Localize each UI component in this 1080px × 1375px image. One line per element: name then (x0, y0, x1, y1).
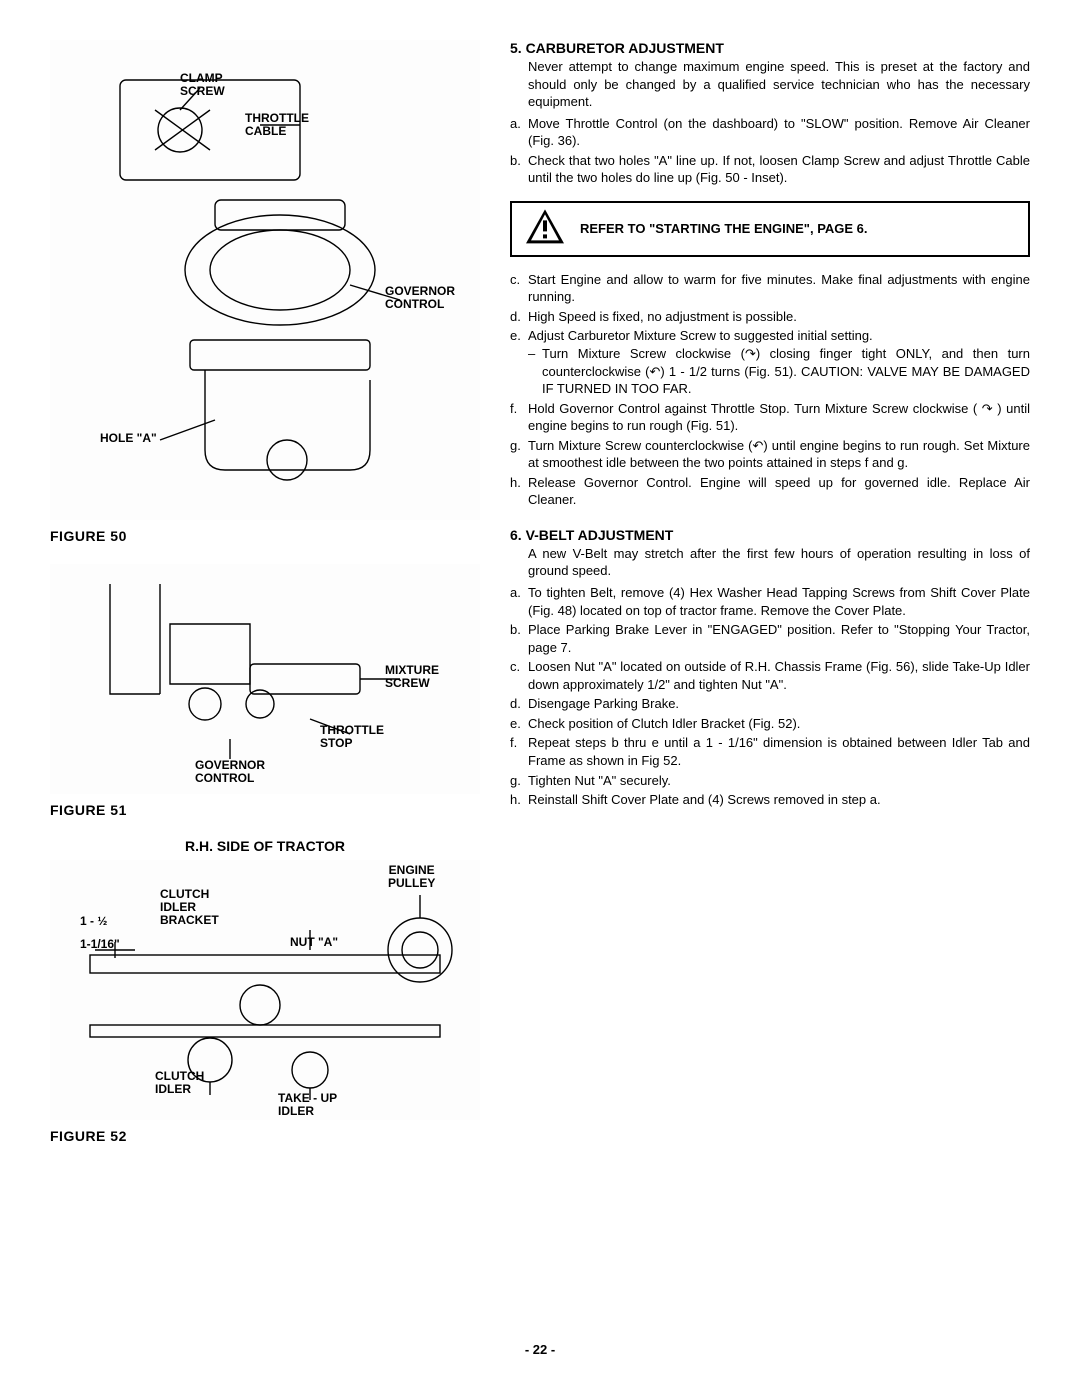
label-hole-a: HOLE "A" (100, 432, 157, 445)
section5-d: d.High Speed is fixed, no adjustment is … (528, 308, 1030, 326)
figure-50: CLAMP SCREW THROTTLE CABLE GOVERNOR CONT… (50, 40, 480, 544)
section6-f-text: Repeat steps b thru e until a 1 - 1/16" … (528, 735, 1030, 768)
label-clutch-idler: CLUTCH IDLER (155, 1070, 204, 1096)
section5-c: c.Start Engine and allow to warm for fiv… (528, 271, 1030, 306)
figure-50-diagram: CLAMP SCREW THROTTLE CABLE GOVERNOR CONT… (50, 40, 480, 520)
section6-c-text: Loosen Nut "A" located on outside of R.H… (528, 659, 1030, 692)
section6-d: d.Disengage Parking Brake. (528, 695, 1030, 713)
section5-title: 5. CARBURETOR ADJUSTMENT (510, 40, 1030, 56)
figure-52: ENGINE PULLEY CLUTCH IDLER BRACKET 1 - ½… (50, 860, 480, 1144)
section6-g: g.Tighten Nut "A" securely. (528, 772, 1030, 790)
section5-e-text: Adjust Carburetor Mixture Screw to sugge… (528, 328, 873, 343)
section6-b-text: Place Parking Brake Lever in "ENGAGED" p… (528, 622, 1030, 655)
figure-52-diagram: ENGINE PULLEY CLUTCH IDLER BRACKET 1 - ½… (50, 860, 480, 1120)
page-number: - 22 - (525, 1342, 555, 1357)
label-nut-a: NUT "A" (290, 936, 338, 949)
section6-h-text: Reinstall Shift Cover Plate and (4) Scre… (528, 792, 881, 807)
section6-e: e.Check position of Clutch Idler Bracket… (528, 715, 1030, 733)
rh-side-title: R.H. SIDE OF TRACTOR (50, 838, 480, 854)
figure-51-caption: FIGURE 51 (50, 802, 480, 818)
section6-e-text: Check position of Clutch Idler Bracket (… (528, 716, 800, 731)
section6-title: 6. V-BELT ADJUSTMENT (510, 527, 1030, 543)
section5-e-sub: Turn Mixture Screw clockwise (↷) closing… (542, 345, 1030, 398)
label-throttle-cable: THROTTLE CABLE (245, 112, 309, 138)
section5-d-text: High Speed is fixed, no adjustment is po… (528, 309, 797, 324)
section5-h: h.Release Governor Control. Engine will … (528, 474, 1030, 509)
section5-f-text: Hold Governor Control against Throttle S… (528, 401, 1030, 434)
section5-h-text: Release Governor Control. Engine will sp… (528, 475, 1030, 508)
section6-a: a.To tighten Belt, remove (4) Hex Washer… (528, 584, 1030, 619)
warning-icon (524, 207, 566, 250)
section6-b: b.Place Parking Brake Lever in "ENGAGED"… (528, 621, 1030, 656)
section5-f: f.Hold Governor Control against Throttle… (528, 400, 1030, 435)
label-throttle-stop: THROTTLE STOP (320, 724, 384, 750)
section6: 6. V-BELT ADJUSTMENT A new V-Belt may st… (510, 527, 1030, 809)
section6-g-text: Tighten Nut "A" securely. (528, 773, 671, 788)
section5-list-c-h: c.Start Engine and allow to warm for fiv… (510, 271, 1030, 509)
section6-intro: A new V-Belt may stretch after the first… (510, 545, 1030, 580)
section5-b-text: Check that two holes "A" line up. If not… (528, 153, 1030, 186)
right-column: 5. CARBURETOR ADJUSTMENT Never attempt t… (510, 40, 1030, 1164)
section6-h: h.Reinstall Shift Cover Plate and (4) Sc… (528, 791, 1030, 809)
section5-c-text: Start Engine and allow to warm for five … (528, 272, 1030, 305)
label-dim-left: 1 - ½ (80, 915, 107, 928)
callout-text: REFER TO "STARTING THE ENGINE", PAGE 6. (580, 220, 868, 238)
label-takeup-idler: TAKE - UP IDLER (278, 1092, 337, 1118)
section5-g: g.Turn Mixture Screw counterclockwise (↶… (528, 437, 1030, 472)
callout-box: REFER TO "STARTING THE ENGINE", PAGE 6. (510, 201, 1030, 257)
section5-b: b.Check that two holes "A" line up. If n… (528, 152, 1030, 187)
figure-51-diagram: MIXTURE SCREW THROTTLE STOP GOVERNOR CON… (50, 564, 480, 794)
section6-list: a.To tighten Belt, remove (4) Hex Washer… (510, 584, 1030, 809)
section5-a-text: Move Throttle Control (on the dashboard)… (528, 116, 1030, 149)
label-governor-control-51: GOVERNOR CONTROL (195, 759, 265, 785)
section5-e: e.Adjust Carburetor Mixture Screw to sug… (528, 327, 1030, 397)
figure-51: MIXTURE SCREW THROTTLE STOP GOVERNOR CON… (50, 564, 480, 818)
label-clamp-screw: CLAMP SCREW (180, 72, 225, 98)
section6-a-text: To tighten Belt, remove (4) Hex Washer H… (528, 585, 1030, 618)
section5-e-sublist: Turn Mixture Screw clockwise (↷) closing… (528, 345, 1030, 398)
section5-a: a.Move Throttle Control (on the dashboar… (528, 115, 1030, 150)
label-governor-control: GOVERNOR CONTROL (385, 285, 455, 311)
left-column: CLAMP SCREW THROTTLE CABLE GOVERNOR CONT… (50, 40, 480, 1164)
manual-page: CLAMP SCREW THROTTLE CABLE GOVERNOR CONT… (50, 40, 1030, 1164)
section5-list-ab: a.Move Throttle Control (on the dashboar… (510, 115, 1030, 187)
section6-f: f.Repeat steps b thru e until a 1 - 1/16… (528, 734, 1030, 769)
section6-d-text: Disengage Parking Brake. (528, 696, 679, 711)
label-dim-1116: 1-1/16" (80, 938, 120, 951)
label-mixture-screw: MIXTURE SCREW (385, 664, 439, 690)
section5-intro: Never attempt to change maximum engine s… (510, 58, 1030, 111)
section5-g-text: Turn Mixture Screw counterclockwise (↶) … (528, 438, 1030, 471)
label-engine-pulley: ENGINE PULLEY (388, 864, 435, 890)
section6-c: c.Loosen Nut "A" located on outside of R… (528, 658, 1030, 693)
figure-52-caption: FIGURE 52 (50, 1128, 480, 1144)
label-clutch-idler-bracket: CLUTCH IDLER BRACKET (160, 888, 219, 928)
figure-50-caption: FIGURE 50 (50, 528, 480, 544)
